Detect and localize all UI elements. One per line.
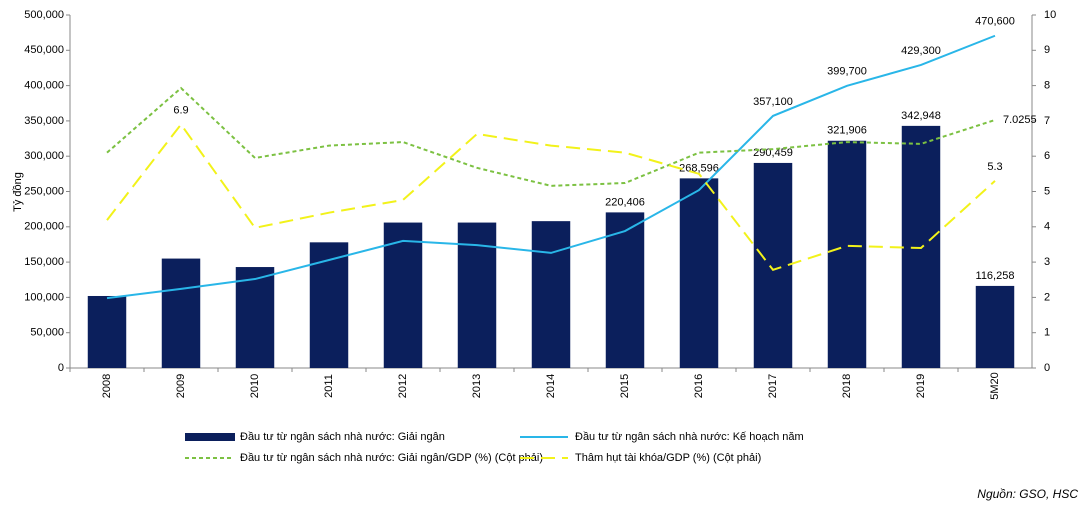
x-tick-label: 2014 [545, 374, 557, 398]
x-tick-label: 2013 [471, 374, 483, 398]
data-label: 342,948 [901, 110, 941, 122]
legend-swatch [185, 433, 235, 441]
line [106, 86, 996, 187]
x-tick-label: 5M20 [989, 372, 1001, 400]
line [106, 34, 996, 300]
data-label: 429,300 [901, 45, 941, 57]
x-tick-label: 2016 [693, 374, 705, 398]
y2-tick-label: 0 [1044, 362, 1050, 374]
y2-tick-label: 1 [1044, 327, 1050, 339]
x-tick-label: 2017 [767, 374, 779, 398]
y2-tick-label: 2 [1044, 291, 1050, 303]
legend-label: Thâm hụt tài khóa/GDP (%) (Cột phải) [575, 452, 761, 464]
x-tick-label: 2008 [101, 374, 113, 398]
y2-tick-label: 8 [1044, 80, 1050, 92]
x-tick-label: 2009 [175, 374, 187, 398]
y-tick-label: 200,000 [24, 221, 64, 233]
legend-label: Đầu tư từ ngân sách nhà nước: Kế hoạch n… [575, 431, 804, 443]
x-tick-label: 2015 [619, 374, 631, 398]
data-label: 5.3 [987, 161, 1002, 173]
y-axis-label: Tỷ đồng [12, 172, 24, 212]
y2-tick-label: 4 [1044, 221, 1050, 233]
bar [161, 258, 201, 368]
y2-tick-label: 7 [1044, 115, 1050, 127]
source: Nguồn: GSO, HSC [977, 487, 1078, 501]
data-label: 268,596 [679, 162, 719, 174]
data-label: 116,258 [976, 270, 1015, 282]
y-tick-label: 100,000 [24, 291, 64, 303]
y-tick-label: 400,000 [24, 80, 64, 92]
data-label: 357,100 [753, 96, 793, 108]
bar [235, 267, 275, 368]
y2-tick-label: 10 [1044, 9, 1056, 21]
bar [753, 162, 793, 368]
bar [827, 140, 867, 368]
y2-tick-label: 3 [1044, 256, 1050, 268]
data-label: 7.0255 [1003, 114, 1037, 126]
y2-tick-label: 5 [1044, 185, 1050, 197]
y-tick-label: 250,000 [24, 185, 64, 197]
x-tick-label: 2012 [397, 374, 409, 398]
bar [383, 222, 423, 368]
y-tick-label: 0 [58, 362, 64, 374]
data-label: 220,406 [605, 196, 645, 208]
line [106, 122, 996, 272]
data-label: 6.9 [173, 104, 188, 116]
data-label: 399,700 [827, 66, 867, 78]
y-tick-label: 50,000 [30, 327, 64, 339]
bar [975, 285, 1015, 368]
y2-tick-label: 9 [1044, 44, 1050, 56]
bar [679, 178, 719, 368]
bar [531, 221, 571, 368]
x-tick-label: 2018 [841, 374, 853, 398]
y-tick-label: 500,000 [24, 9, 64, 21]
bar [605, 212, 645, 368]
y-tick-label: 150,000 [24, 256, 64, 268]
x-tick-label: 2019 [915, 374, 927, 398]
x-tick-label: 2011 [323, 374, 335, 398]
legend-label: Đầu tư từ ngân sách nhà nước: Giải ngân [240, 431, 445, 443]
y-tick-label: 450,000 [24, 44, 64, 56]
bar [309, 242, 349, 368]
x-tick-label: 2010 [249, 374, 261, 398]
data-label: 321,906 [827, 125, 867, 137]
legend-label: Đầu tư từ ngân sách nhà nước: Giải ngân/… [240, 452, 543, 464]
y2-tick-label: 6 [1044, 150, 1050, 162]
data-label: 470,600 [975, 16, 1015, 28]
y-tick-label: 300,000 [24, 150, 64, 162]
y-tick-label: 350,000 [24, 115, 64, 127]
bar [87, 295, 127, 368]
